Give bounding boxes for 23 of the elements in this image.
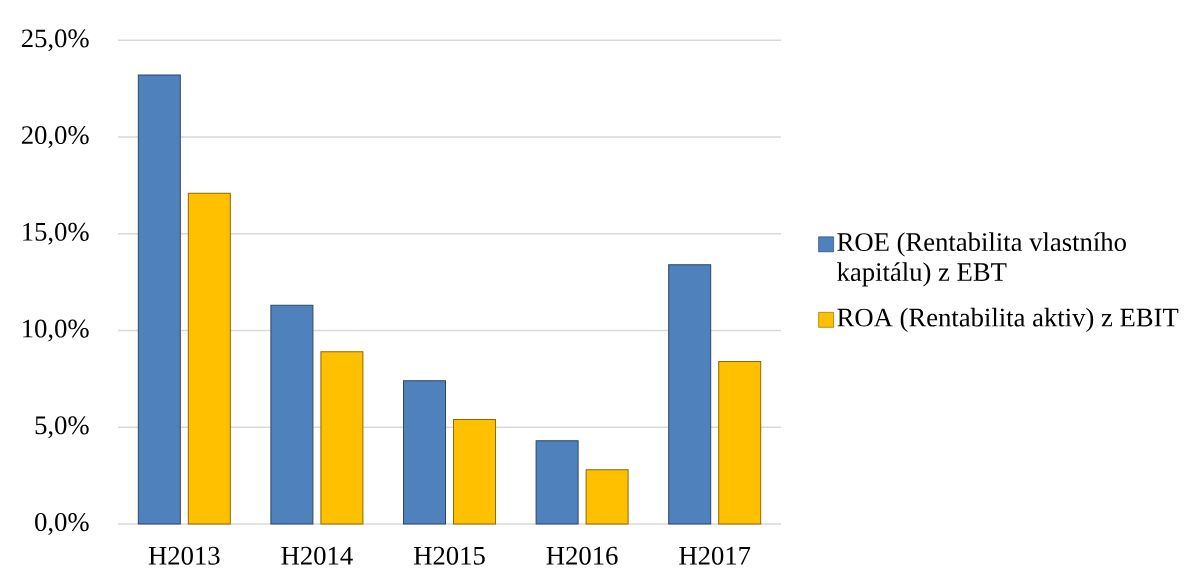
y-tick-label: 15,0% — [23, 222, 89, 245]
x-tick-label: H2016 — [546, 546, 618, 565]
y-tick-label: 20,0% — [21, 126, 89, 148]
legend-label: ROE (Rentabilita vlastního kapitálu) z EBT — [837, 232, 1126, 287]
y-tick-label: 25,0% — [21, 29, 89, 52]
bar — [453, 419, 496, 525]
bar — [585, 469, 629, 525]
y-tick-label: 5,0% — [35, 416, 89, 439]
y-tick-label: 0,0% — [35, 513, 89, 535]
x-tick-label: H2013 — [148, 546, 220, 565]
bar — [668, 264, 712, 525]
y-tick-label: 10,0% — [23, 319, 89, 342]
x-tick-label: H2017 — [679, 546, 751, 565]
bar — [187, 192, 231, 525]
bar — [535, 440, 579, 525]
bar — [270, 304, 314, 525]
bar — [718, 360, 762, 525]
bar — [320, 351, 364, 525]
x-tick-label: H2014 — [281, 546, 353, 565]
legend-label: ROA (Rentabilita aktiv) z EBIT — [837, 307, 1179, 332]
bar — [403, 380, 446, 525]
bar — [137, 74, 181, 525]
x-tick-label: H2015 — [413, 546, 485, 565]
